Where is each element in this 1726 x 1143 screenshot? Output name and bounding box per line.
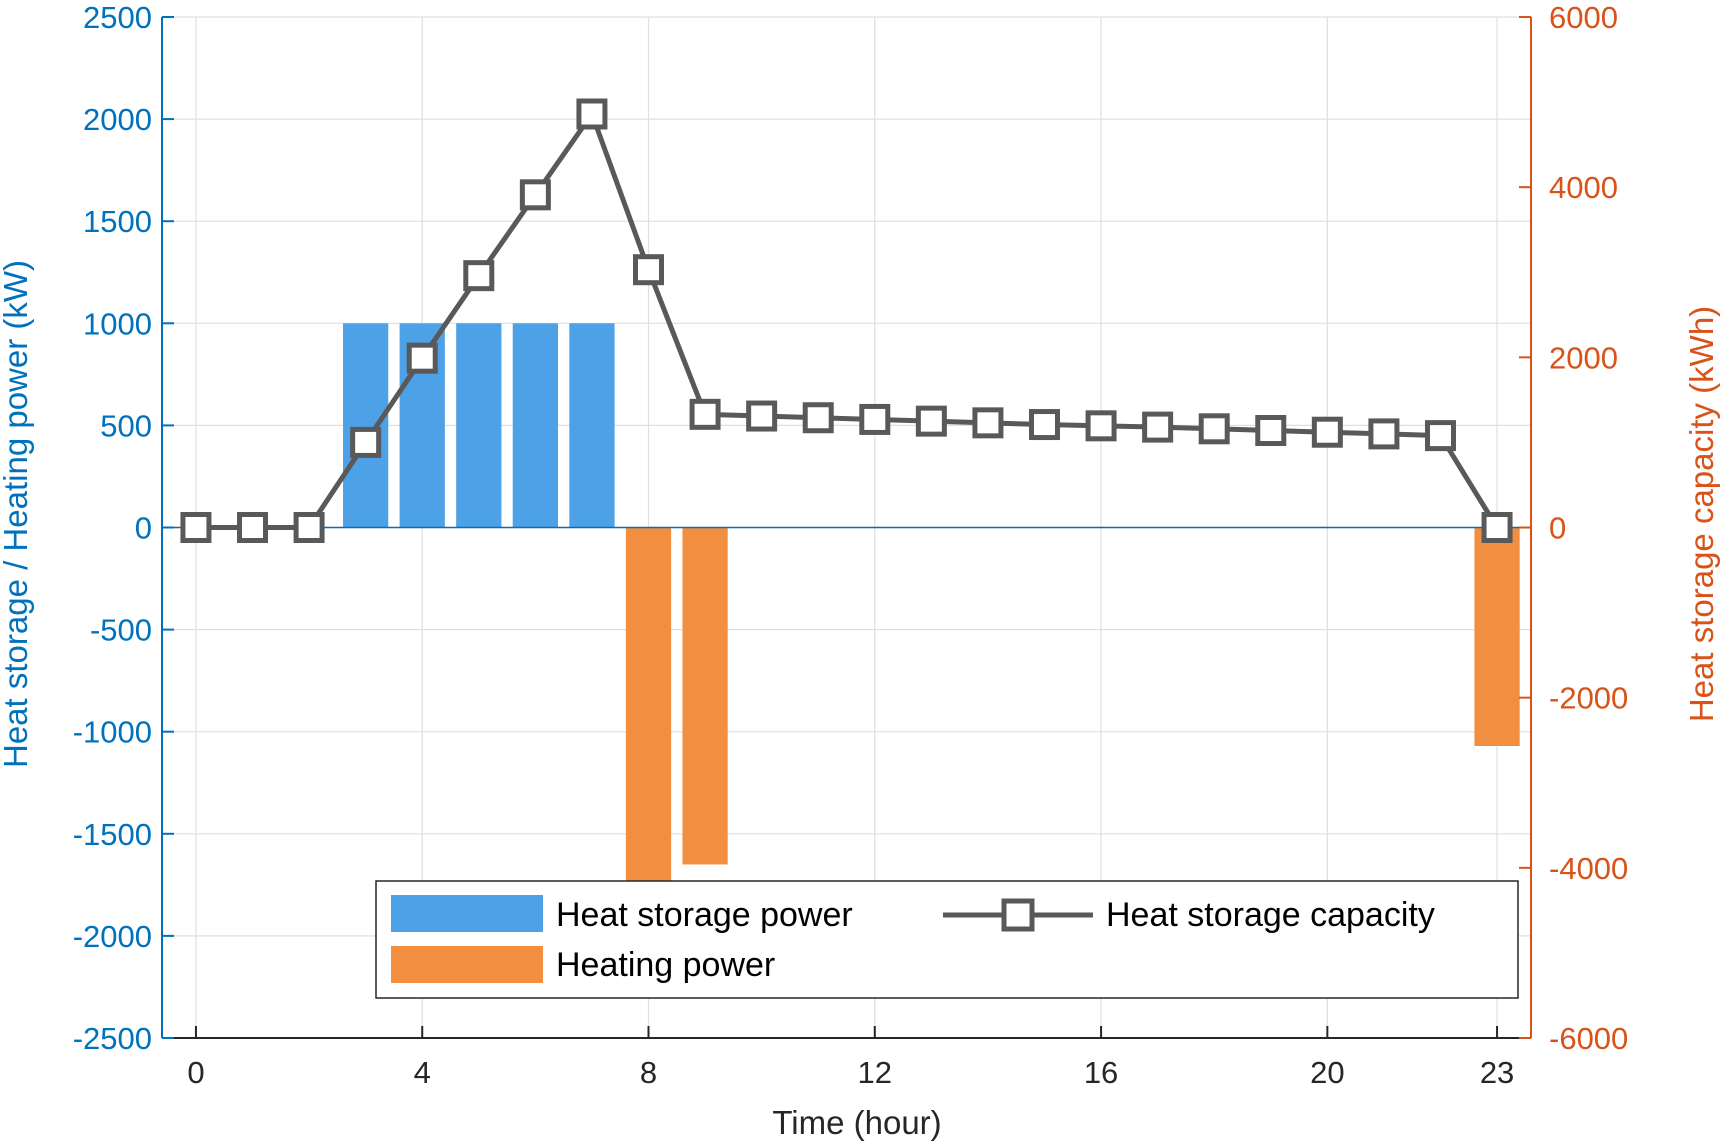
heat-storage-capacity-marker — [915, 405, 947, 437]
heat-storage-capacity-marker — [1142, 411, 1174, 443]
heating-power-bar — [1474, 527, 1520, 746]
heat-storage-capacity-marker — [463, 260, 495, 292]
heat-storage-capacity-marker — [746, 400, 778, 432]
left-y-tick-label: -2500 — [73, 1021, 152, 1056]
heat-storage-capacity-marker — [1311, 416, 1343, 448]
left-y-tick-label: 500 — [100, 408, 152, 443]
legend-label-heat-storage-power: Heat storage power — [556, 896, 853, 934]
x-tick-label: 0 — [187, 1055, 204, 1090]
legend: Heat storage power Heating power Heat st… — [375, 880, 1519, 999]
right-y-axis-label: Heat storage capacity (kWh) — [1683, 306, 1720, 722]
heat-storage-capacity-marker — [859, 403, 891, 435]
heat-storage-capacity-marker — [237, 512, 269, 543]
heat-storage-capacity-marker — [293, 512, 325, 543]
left-y-tick-label: 0 — [135, 511, 152, 546]
legend-box — [375, 880, 1519, 999]
left-y-axis-label: Heat storage / Heating power (kW) — [0, 260, 34, 768]
heating-power-bar — [625, 527, 672, 881]
left-y-tick-label: 1000 — [83, 306, 152, 341]
heat-storage-capacity-marker — [633, 254, 665, 286]
right-y-tick-label: 4000 — [1549, 170, 1618, 205]
right-y-tick-label: -4000 — [1549, 851, 1628, 886]
heat-storage-capacity-marker — [1028, 409, 1060, 441]
right-y-tick-label: 2000 — [1549, 340, 1618, 375]
heat-storage-capacity-marker — [689, 398, 721, 430]
x-tick-label: 12 — [858, 1055, 892, 1090]
right-y-tick-label: -2000 — [1549, 681, 1628, 716]
tick-labels: 25002000150010005000-500-1000-1500-2000-… — [73, 0, 1629, 1090]
right-y-tick-label: -6000 — [1549, 1021, 1628, 1056]
heat-storage-capacity-marker — [1368, 418, 1400, 450]
heat-storage-capacity-marker — [576, 98, 608, 130]
legend-marker-square — [1001, 898, 1035, 932]
heat-storage-capacity-marker — [180, 512, 212, 543]
heating-power-bar — [682, 527, 728, 865]
grid-lines — [162, 16, 1531, 1039]
x-tick-label: 23 — [1480, 1055, 1514, 1090]
heat-storage-power-bar — [512, 323, 558, 528]
left-y-tick-label: -500 — [90, 613, 152, 648]
legend-label-heating-power: Heating power — [556, 946, 775, 984]
axes — [161, 16, 1532, 1039]
heat-storage-capacity-marker — [1255, 415, 1287, 447]
left-y-tick-label: 2500 — [83, 0, 152, 35]
heat-storage-power-bar — [456, 323, 502, 528]
legend-swatch-heat-storage-power — [391, 895, 543, 932]
heat-storage-capacity-marker — [350, 426, 382, 458]
legend-label-heat-storage-capacity: Heat storage capacity — [1106, 896, 1435, 934]
legend-swatch-heating-power — [391, 946, 543, 983]
heat-storage-capacity-marker — [1481, 512, 1513, 543]
heat-storage-capacity-marker — [1085, 410, 1117, 442]
right-y-tick-label: 0 — [1549, 511, 1566, 546]
x-tick-label: 16 — [1084, 1055, 1118, 1090]
bar-series — [343, 323, 1520, 881]
x-tick-label: 4 — [414, 1055, 431, 1090]
heat-storage-capacity-marker — [802, 402, 834, 434]
line-series — [180, 98, 1513, 543]
heat-storage-capacity-marker — [519, 179, 551, 211]
left-y-tick-label: -1000 — [73, 715, 152, 750]
left-y-tick-label: 2000 — [83, 102, 152, 137]
left-y-tick-label: 1500 — [83, 204, 152, 239]
heat-storage-power-bar — [343, 323, 389, 528]
heat-storage-capacity-marker — [406, 342, 438, 374]
x-tick-label: 20 — [1310, 1055, 1344, 1090]
heat-storage-capacity-marker — [972, 407, 1004, 439]
x-tick-label: 8 — [640, 1055, 657, 1090]
left-y-tick-label: -2000 — [73, 919, 152, 954]
heat-storage-power-bar — [569, 323, 615, 528]
heat-storage-capacity-marker — [1198, 413, 1230, 445]
x-axis-label: Time (hour) — [772, 1104, 941, 1141]
heat-storage-capacity-marker — [1424, 420, 1456, 452]
right-y-tick-label: 6000 — [1549, 0, 1618, 35]
left-y-tick-label: -1500 — [73, 817, 152, 852]
